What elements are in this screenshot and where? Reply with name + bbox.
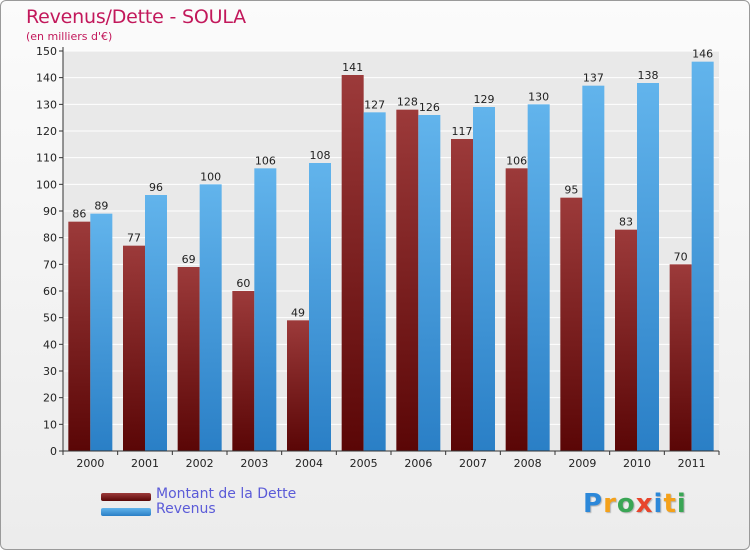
logo-letter: o [616, 489, 636, 519]
revenus-value-label: 100 [200, 170, 221, 183]
logo-letter: x [635, 489, 654, 519]
revenus-bar [527, 104, 550, 451]
dette-value-label: 117 [452, 125, 473, 138]
dette-value-label: 86 [72, 208, 86, 221]
revenus-bar [473, 107, 495, 451]
dette-bar [669, 264, 692, 451]
dette-bar [68, 221, 91, 451]
x-tick-label: 2001 [131, 457, 159, 470]
revenus-bar [145, 195, 167, 451]
revenus-bar [418, 115, 441, 451]
logo-letter: r [603, 489, 617, 519]
plot-background [63, 51, 719, 451]
revenus-value-label: 89 [94, 200, 108, 213]
dette-bar [177, 267, 200, 451]
dette-value-label: 70 [674, 250, 688, 263]
y-tick-label: 0 [50, 445, 57, 458]
dette-bar [341, 75, 364, 451]
x-tick-label: 2005 [350, 457, 378, 470]
y-tick-label: 40 [43, 338, 57, 351]
chart-title: Revenus/Dette - SOULA [26, 6, 246, 28]
proxiti-logo: Proxiti [583, 489, 687, 519]
revenus-bar [637, 83, 659, 451]
plot-area [63, 51, 719, 451]
revenus-value-label: 137 [583, 72, 604, 85]
revenus-bar [199, 184, 222, 452]
chart-subtitle: (en milliers d'€) [26, 30, 113, 43]
y-tick-label: 100 [36, 178, 57, 191]
revenus-bar [309, 163, 331, 451]
dette-value-label: 141 [342, 61, 363, 74]
revenus-value-label: 96 [149, 181, 163, 194]
revenus-value-label: 130 [528, 90, 549, 103]
x-tick-label: 2009 [568, 457, 596, 470]
dette-value-label: 83 [619, 216, 633, 229]
dette-bar [396, 109, 419, 452]
x-tick-label: 2006 [404, 457, 432, 470]
revenus-value-label: 146 [692, 48, 713, 61]
y-tick-label: 50 [43, 312, 57, 325]
x-tick-label: 2004 [295, 457, 323, 470]
dette-bar [615, 229, 637, 451]
revenus-value-label: 126 [419, 101, 440, 114]
y-tick-label: 120 [36, 125, 57, 138]
x-tick-label: 2000 [76, 457, 104, 470]
y-tick-label: 30 [43, 365, 57, 378]
y-tick-label: 70 [43, 258, 57, 271]
x-tick-label: 2007 [459, 457, 487, 470]
dette-value-label: 60 [236, 277, 250, 290]
revenus-value-label: 106 [255, 154, 276, 167]
x-tick-label: 2003 [240, 457, 268, 470]
y-tick-label: 10 [43, 418, 57, 431]
revenus-bar [254, 168, 277, 452]
dette-bar [560, 197, 583, 451]
x-tick-label: 2010 [623, 457, 651, 470]
logo-letter: P [583, 489, 604, 519]
logo-letter: i [653, 489, 664, 519]
legend-label-revenus: Revenus [156, 501, 216, 517]
dette-value-label: 95 [564, 184, 578, 197]
revenus-bar [363, 112, 386, 451]
dette-bar [287, 320, 309, 451]
dette-value-label: 69 [182, 253, 196, 266]
axes: 0 10 20 30 40 50 60 70 80 90 100 110 120 130 140 150 200… [36, 45, 720, 470]
y-tick-label: 90 [43, 205, 57, 218]
y-tick-label: 140 [36, 72, 57, 85]
x-tick-label: 2011 [678, 457, 706, 470]
dette-value-label: 128 [397, 96, 418, 109]
bars [68, 61, 714, 452]
y-tick-label: 130 [36, 98, 57, 111]
dette-value-label: 49 [291, 306, 305, 319]
revenus-value-label: 138 [638, 69, 659, 82]
legend-swatch-dette [101, 493, 151, 501]
y-tick-label: 110 [36, 152, 57, 165]
dette-bar [451, 139, 473, 451]
revenus-value-label: 127 [364, 98, 385, 111]
y-tick-label: 80 [43, 232, 57, 245]
revenus-value-label: 129 [474, 93, 495, 106]
dette-bar [505, 168, 528, 452]
y-tick-label: 150 [36, 45, 57, 58]
revenus-bar [691, 61, 714, 452]
x-tick-label: 2008 [514, 457, 542, 470]
x-tick-label: 2002 [186, 457, 214, 470]
revenus-bar [582, 85, 605, 452]
data-labels: 86 89 77 96 69 100 60 106 49 108 141 127 128 126 117 12… [72, 48, 713, 320]
dette-bar [232, 291, 255, 451]
dette-value-label: 106 [506, 154, 527, 167]
dette-bar [123, 245, 145, 451]
legend-label-dette: Montant de la Dette [156, 486, 297, 502]
revenus-bar [90, 213, 113, 451]
grid-lines [63, 50, 719, 452]
logo-letter: t [663, 489, 677, 519]
revenus-value-label: 108 [310, 149, 331, 162]
dette-value-label: 77 [127, 232, 141, 245]
y-tick-label: 20 [43, 392, 57, 405]
legend-swatch-revenus [101, 508, 151, 516]
y-tick-label: 60 [43, 285, 57, 298]
logo-letter: i [676, 489, 687, 519]
